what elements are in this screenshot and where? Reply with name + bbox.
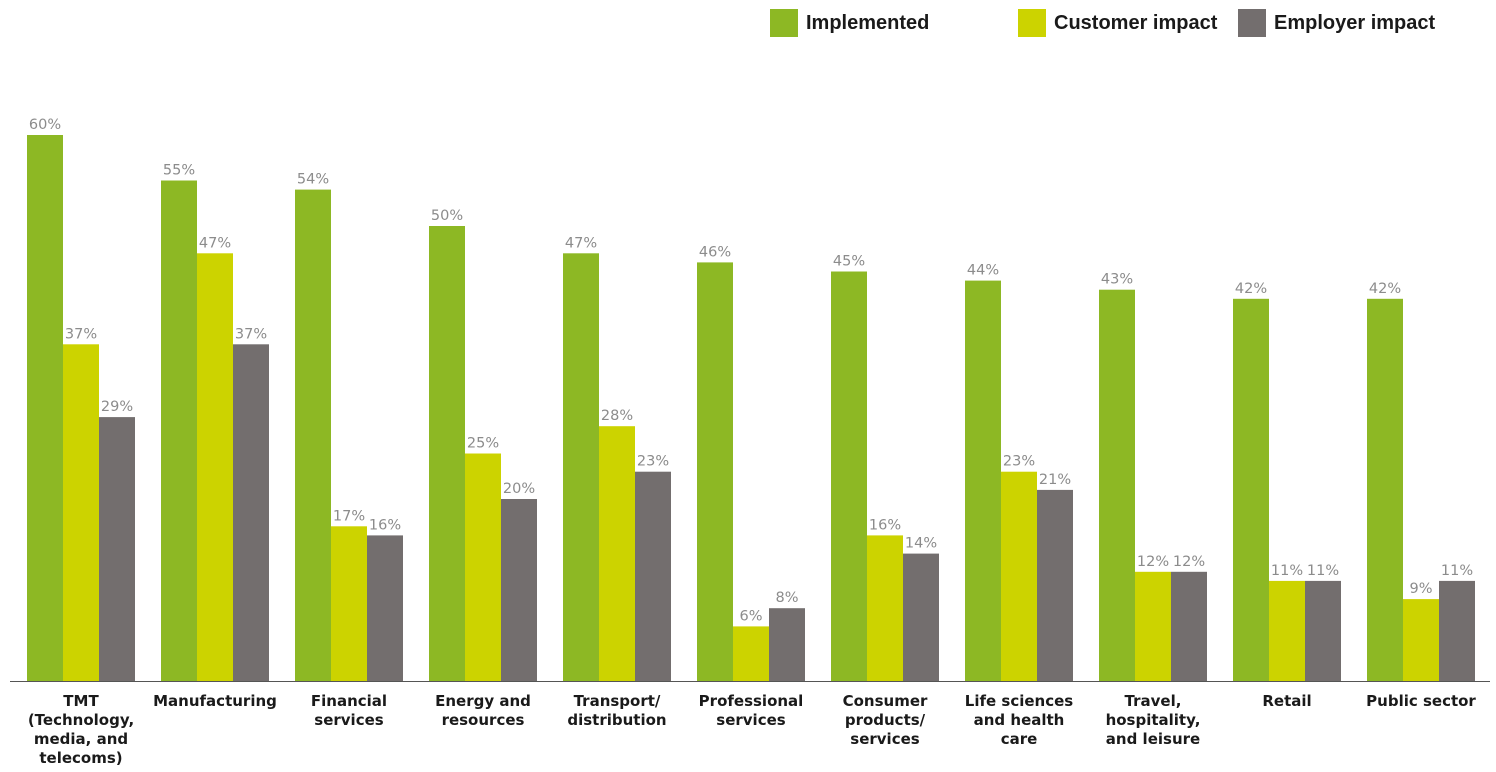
bar-implemented: [1233, 298, 1269, 681]
data-label-implemented: 44%: [967, 263, 999, 279]
data-label-implemented: 43%: [1101, 272, 1133, 288]
category-label: Life sciences and health care: [965, 692, 1073, 748]
bar-implemented: [831, 271, 867, 681]
bar-customer: [465, 453, 501, 681]
data-label-employer: 23%: [637, 454, 669, 470]
bar-employer: [769, 608, 805, 681]
bar-customer: [1135, 571, 1171, 681]
bar-implemented: [563, 253, 599, 682]
legend-swatch-customer: [1018, 9, 1046, 37]
category-label: Public sector: [1366, 692, 1476, 710]
data-label-customer: 11%: [1271, 563, 1303, 579]
data-label-employer: 20%: [503, 481, 535, 497]
bar-employer: [1439, 580, 1475, 681]
legend-label-customer: Customer impact: [1054, 11, 1218, 34]
legend-item-customer: Customer impact: [1018, 8, 1217, 38]
data-label-employer: 16%: [369, 517, 401, 533]
category-label: Transport/distribution: [567, 692, 666, 729]
category-label: Retail: [1262, 692, 1311, 710]
data-label-customer: 17%: [333, 508, 365, 524]
bar-employer: [903, 553, 939, 681]
bar-customer: [867, 535, 903, 681]
legend-item-implemented: Implemented: [770, 8, 929, 38]
bar-implemented: [295, 189, 331, 681]
data-label-customer: 23%: [1003, 454, 1035, 470]
data-label-customer: 16%: [869, 517, 901, 533]
data-label-customer: 47%: [199, 235, 231, 251]
data-label-employer: 21%: [1039, 472, 1071, 488]
bar-customer: [1269, 580, 1305, 681]
bar-employer: [1171, 571, 1207, 681]
data-label-customer: 6%: [739, 608, 762, 624]
category-label: Travel, hospitality, and leisure: [1106, 692, 1201, 748]
bar-employer: [367, 535, 403, 681]
bar-employer: [501, 499, 537, 681]
legend-label-implemented: Implemented: [806, 11, 930, 34]
bar-implemented: [429, 226, 465, 681]
data-label-customer: 25%: [467, 436, 499, 452]
bar-implemented: [965, 280, 1001, 681]
bar-customer: [599, 426, 635, 681]
category-label: Professional services: [699, 692, 804, 729]
bar-employer: [635, 471, 671, 681]
bar-customer: [1403, 599, 1439, 681]
bar-customer: [1001, 471, 1037, 681]
data-label-implemented: 45%: [833, 254, 865, 270]
data-label-implemented: 42%: [1369, 281, 1401, 297]
data-label-customer: 28%: [601, 408, 633, 424]
data-label-employer: 29%: [101, 399, 133, 415]
data-label-employer: 8%: [775, 590, 798, 606]
bar-implemented: [27, 135, 63, 681]
bar-implemented: [161, 180, 197, 681]
data-label-employer: 11%: [1307, 563, 1339, 579]
bar-employer: [1037, 489, 1073, 681]
bar-employer: [233, 344, 269, 681]
data-label-implemented: 46%: [699, 244, 731, 260]
data-label-implemented: 54%: [297, 172, 329, 188]
bar-customer: [331, 526, 367, 681]
data-label-employer: 12%: [1173, 554, 1205, 570]
bar-customer: [197, 253, 233, 682]
bar-employer: [99, 417, 135, 681]
category-label: Financial services: [311, 692, 387, 729]
data-label-employer: 14%: [905, 536, 937, 552]
data-label-implemented: 42%: [1235, 281, 1267, 297]
legend-swatch-employer: [1238, 9, 1266, 37]
data-label-customer: 12%: [1137, 554, 1169, 570]
legend-label-employer: Employer impact: [1274, 11, 1436, 34]
bar-customer: [733, 626, 769, 681]
category-label: Consumer products/services: [843, 692, 928, 748]
category-label: Energy and resources: [435, 692, 531, 729]
bar-customer: [63, 344, 99, 681]
bar-employer: [1305, 580, 1341, 681]
data-label-employer: 37%: [235, 326, 267, 342]
legend-item-employer: Employer impact: [1238, 8, 1435, 38]
data-label-implemented: 55%: [163, 163, 195, 179]
bar-implemented: [1099, 289, 1135, 681]
legend-swatch-implemented: [770, 9, 798, 37]
data-label-customer: 9%: [1409, 581, 1432, 597]
data-label-employer: 11%: [1441, 563, 1473, 579]
bar-implemented: [697, 262, 733, 681]
category-label: TMT (Technology, media, and telecoms): [28, 692, 134, 767]
data-label-implemented: 50%: [431, 208, 463, 224]
data-label-customer: 37%: [65, 326, 97, 342]
data-label-implemented: 47%: [565, 235, 597, 251]
data-label-implemented: 60%: [29, 117, 61, 133]
category-label: Manufacturing: [153, 692, 277, 710]
bar-implemented: [1367, 298, 1403, 681]
